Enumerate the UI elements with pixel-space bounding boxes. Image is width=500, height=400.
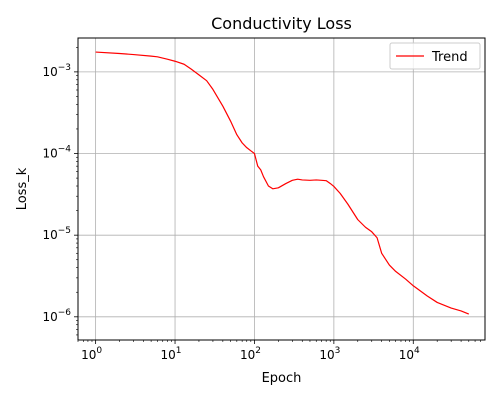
chart-title: Conductivity Loss [211,14,352,33]
legend-label-trend: Trend [431,50,468,65]
legend: Trend [390,43,480,69]
y-axis-label: Loss_k [15,167,30,210]
x-axis-label: Epoch [262,371,302,386]
